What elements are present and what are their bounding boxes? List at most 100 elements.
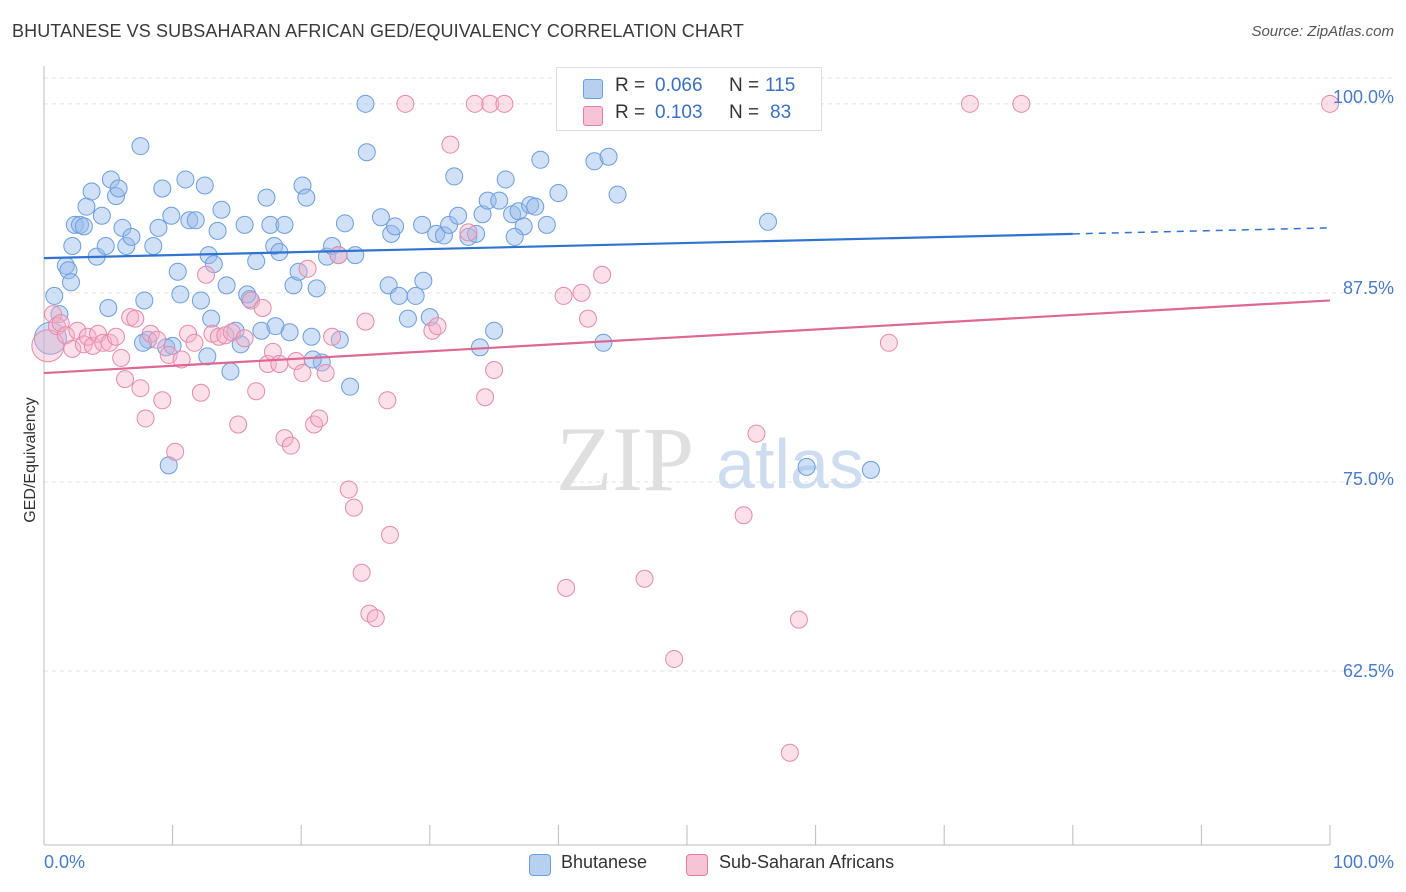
data-point (191, 291, 210, 310)
data-point (185, 333, 204, 352)
data-point (186, 211, 205, 230)
data-point (413, 215, 432, 234)
data-point (247, 382, 266, 401)
data-point (122, 227, 141, 246)
data-point (136, 409, 155, 428)
legend-r-value: 0.103 (655, 102, 703, 123)
data-point (339, 480, 358, 499)
data-point (191, 383, 210, 402)
data-point (514, 217, 533, 236)
data-point (554, 286, 573, 305)
legend-label-bhutanese: Bhutanese (561, 852, 648, 872)
data-point (780, 743, 799, 762)
data-point (485, 321, 504, 340)
stats-legend: R = 0.066 N = 115 R = 0.103 N = 83 (556, 67, 822, 131)
data-point (197, 265, 216, 284)
legend-swatch-subsaharan (686, 854, 708, 876)
legend-row-bhutanese: R = 0.066 N = 115 (557, 75, 821, 103)
data-point (253, 299, 272, 318)
data-point (107, 187, 126, 206)
trend-line-bhutanese (43, 232, 1073, 260)
data-point (459, 223, 478, 242)
data-point (135, 291, 154, 310)
legend-r-label: R = (615, 75, 646, 96)
data-point (208, 221, 227, 240)
legend-item-bhutanese[interactable]: Bhutanese (529, 852, 647, 876)
data-point (476, 388, 495, 407)
data-point (275, 215, 294, 234)
data-point (134, 333, 153, 352)
data-point (549, 184, 568, 203)
data-point (316, 364, 335, 383)
legend-n-label: N = (729, 102, 760, 123)
data-point (465, 94, 484, 113)
data-point (198, 347, 217, 366)
data-point (149, 218, 168, 237)
data-point (1012, 94, 1031, 113)
x-tick-label-min: 0.0% (44, 852, 86, 872)
data-point (109, 179, 128, 198)
data-point (341, 377, 360, 396)
data-point (593, 265, 612, 284)
data-point (96, 237, 115, 256)
legend-label-subsaharan: Sub-Saharan Africans (719, 852, 895, 872)
data-point (496, 170, 515, 189)
data-point (180, 211, 199, 230)
data-point (275, 429, 294, 448)
data-point (449, 206, 468, 225)
data-point (734, 506, 753, 525)
data-point (398, 309, 417, 328)
data-point (557, 578, 576, 597)
data-point (92, 206, 111, 225)
data-point (162, 206, 181, 225)
data-point (284, 276, 303, 295)
data-point (759, 212, 778, 231)
data-point (101, 170, 120, 189)
data-point (270, 354, 289, 373)
data-point (153, 391, 172, 410)
data-point (202, 309, 221, 328)
data-point (747, 424, 766, 443)
data-point (212, 200, 231, 219)
data-point (346, 246, 365, 265)
data-point (74, 217, 93, 236)
legend-swatch-bhutanese (583, 79, 603, 99)
trend-line-bhutanese-extension (1072, 227, 1331, 235)
data-point (440, 215, 459, 234)
watermark-atlas: atlas (716, 425, 864, 503)
data-point (335, 214, 354, 233)
data-point (195, 176, 214, 195)
data-point (163, 336, 182, 355)
data-point (329, 246, 348, 265)
data-point (357, 143, 376, 162)
y-tick-label: 62.5% (1342, 661, 1394, 681)
data-point (380, 525, 399, 544)
legend-item-subsaharan[interactable]: Sub-Saharan Africans (686, 852, 894, 876)
data-point (265, 237, 284, 256)
legend-n-value: 83 (770, 102, 792, 123)
data-point (526, 197, 545, 216)
chart-source: Source: ZipAtlas.com (1251, 23, 1394, 40)
data-point (473, 205, 492, 224)
data-point (879, 333, 898, 352)
data-point (297, 188, 316, 207)
data-point (505, 227, 524, 246)
data-point (131, 137, 150, 156)
data-point (148, 330, 167, 349)
data-point (235, 215, 254, 234)
data-point (356, 312, 375, 331)
data-point (116, 370, 135, 389)
axes (43, 66, 1331, 846)
data-point (78, 327, 97, 346)
data-point (302, 327, 321, 346)
data-point (126, 309, 145, 328)
data-point (445, 167, 464, 186)
data-point (166, 442, 185, 461)
data-point (144, 237, 163, 256)
data-point (467, 224, 486, 243)
data-point (44, 305, 63, 324)
legend-r-value: 0.066 (655, 75, 703, 96)
data-point (45, 286, 64, 305)
data-point (371, 208, 390, 227)
